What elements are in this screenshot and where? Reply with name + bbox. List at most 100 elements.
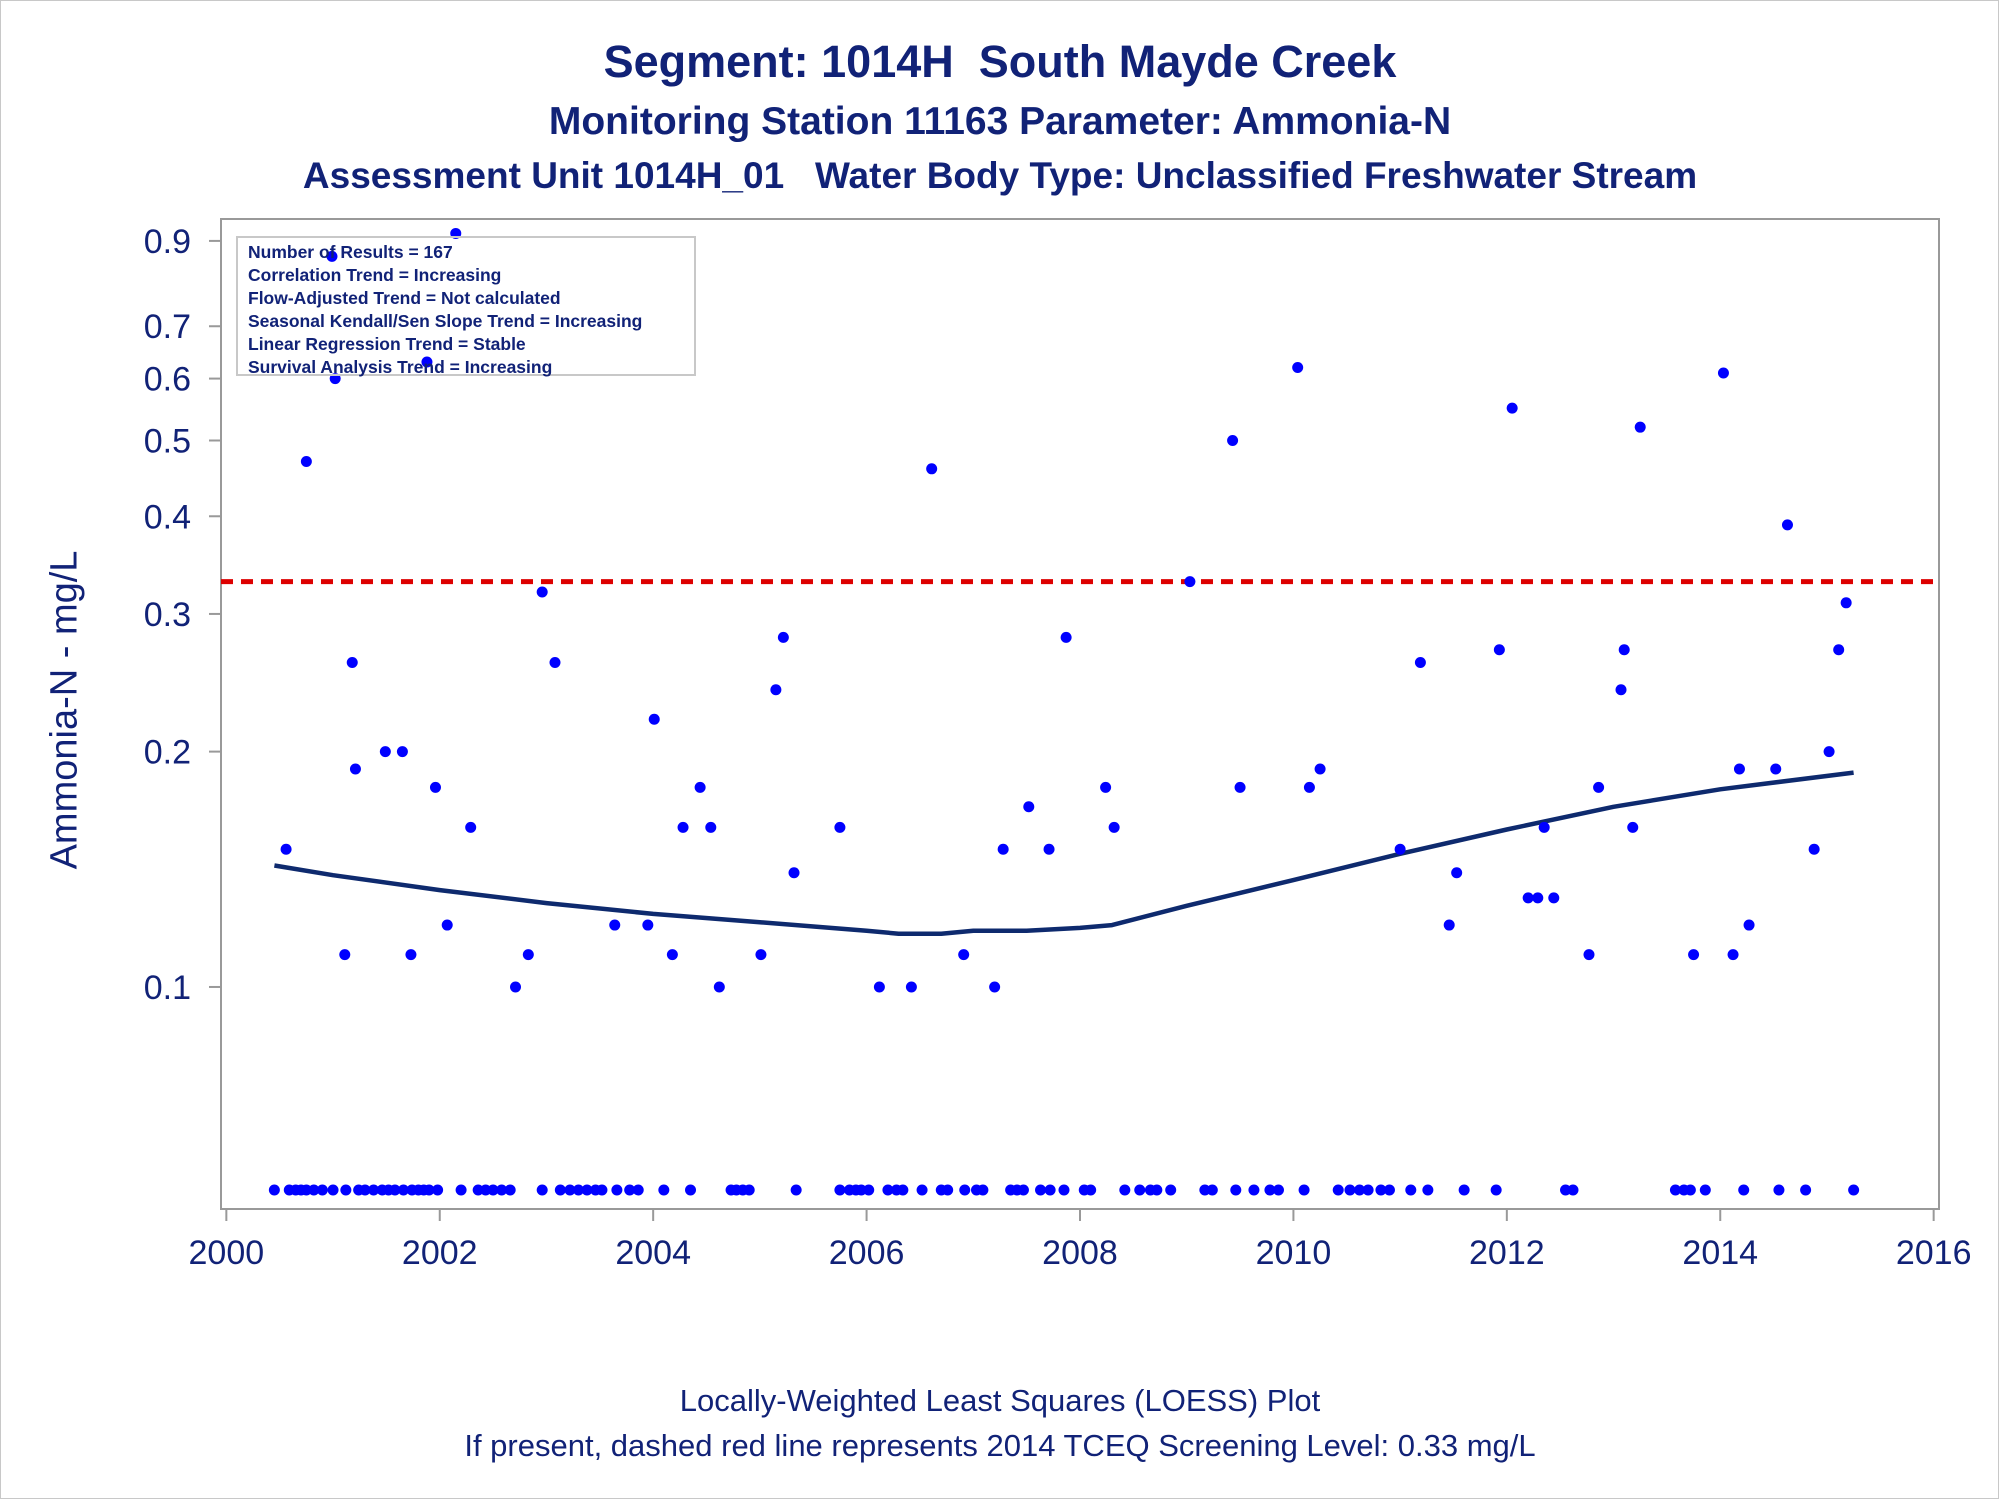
data-point bbox=[1743, 919, 1755, 931]
nondetect-point bbox=[1800, 1184, 1812, 1196]
data-point bbox=[1717, 367, 1729, 379]
data-point bbox=[536, 586, 548, 598]
data-point bbox=[1184, 576, 1196, 588]
x-tick-label: 2012 bbox=[1469, 1234, 1545, 1272]
nondetect-point bbox=[1017, 1184, 1029, 1196]
footnote-screening-level: If present, dashed red line represents 2… bbox=[464, 1428, 1536, 1463]
data-point bbox=[1506, 402, 1518, 414]
nondetect-point bbox=[743, 1184, 755, 1196]
data-point bbox=[755, 949, 767, 961]
data-point bbox=[1627, 821, 1639, 833]
nondetect-point bbox=[268, 1184, 280, 1196]
data-point bbox=[770, 684, 782, 696]
nondetect-point bbox=[1354, 1184, 1366, 1196]
data-point bbox=[926, 463, 938, 475]
nondetect-point bbox=[316, 1184, 328, 1196]
nondetect-point bbox=[1458, 1184, 1470, 1196]
nondetect-point bbox=[942, 1184, 954, 1196]
data-point bbox=[666, 949, 678, 961]
chart-subtitle-2: Assessment Unit 1014H_01 Water Body Type… bbox=[302, 155, 1698, 196]
nondetect-point bbox=[1134, 1184, 1146, 1196]
data-point bbox=[1227, 434, 1239, 446]
data-point bbox=[713, 981, 725, 993]
nondetect-point bbox=[1085, 1184, 1097, 1196]
y-tick-label: 0.7 bbox=[144, 308, 191, 346]
data-point bbox=[1808, 843, 1820, 855]
nondetect-point bbox=[624, 1184, 636, 1196]
nondetect-point bbox=[882, 1184, 894, 1196]
loess-curve bbox=[274, 770, 1854, 936]
data-point bbox=[1615, 684, 1627, 696]
nondetect-point bbox=[834, 1184, 846, 1196]
nondetect-point bbox=[1264, 1184, 1276, 1196]
nondetect-point bbox=[596, 1184, 608, 1196]
data-point bbox=[1060, 631, 1072, 643]
nondetect-point bbox=[359, 1184, 371, 1196]
nondetect-point bbox=[1383, 1184, 1395, 1196]
nondetect-point bbox=[790, 1184, 802, 1196]
axis-ticks: 2000 2002 2004 2006 2008 2010 2012 2014 2016 0.1 0… bbox=[144, 223, 1972, 1272]
data-point bbox=[1443, 919, 1455, 931]
y-axis-label-wrap: Ammonia-N - mg/L bbox=[20, 520, 110, 900]
y-tick-label: 0.1 bbox=[144, 969, 191, 1007]
x-tick-label: 2006 bbox=[829, 1234, 905, 1272]
data-point bbox=[777, 631, 789, 643]
nondetect-point bbox=[581, 1184, 593, 1196]
nondetect-point bbox=[564, 1184, 576, 1196]
loess-curve-layer bbox=[274, 770, 1854, 936]
data-point bbox=[1727, 949, 1739, 961]
data-point bbox=[1823, 746, 1835, 758]
nondetect-point bbox=[1684, 1184, 1696, 1196]
stat-correlation-trend: Correlation Trend = Increasing bbox=[248, 265, 502, 285]
nondetect-point bbox=[1119, 1184, 1131, 1196]
stat-flow-adjusted-trend: Flow-Adjusted Trend = Not calculated bbox=[248, 288, 561, 308]
y-axis-label: Ammonia-N - mg/L bbox=[43, 550, 86, 870]
nondetect-point bbox=[1344, 1184, 1356, 1196]
nondetect-point bbox=[308, 1184, 320, 1196]
nondetect-point bbox=[1773, 1184, 1785, 1196]
nondetect-point bbox=[496, 1184, 508, 1196]
nondetect-point bbox=[397, 1184, 409, 1196]
data-point bbox=[694, 781, 706, 793]
data-point bbox=[421, 356, 433, 368]
y-tick-label: 0.5 bbox=[144, 422, 191, 460]
data-point bbox=[1234, 781, 1246, 793]
y-tick-label: 0.2 bbox=[144, 734, 191, 772]
nondetect-point bbox=[1567, 1184, 1579, 1196]
nondetect-point bbox=[340, 1184, 352, 1196]
data-point bbox=[1451, 867, 1463, 879]
data-point bbox=[705, 821, 717, 833]
data-point bbox=[280, 843, 292, 855]
nondetect-point bbox=[536, 1184, 548, 1196]
nondetect-point bbox=[632, 1184, 644, 1196]
data-point bbox=[1023, 801, 1035, 813]
nondetect-point bbox=[658, 1184, 670, 1196]
data-point bbox=[905, 981, 917, 993]
data-point bbox=[989, 981, 1001, 993]
nondetect-point bbox=[977, 1184, 989, 1196]
data-point bbox=[465, 821, 477, 833]
nondetect-point bbox=[368, 1184, 380, 1196]
nondetect-point bbox=[1248, 1184, 1260, 1196]
nondetect-point bbox=[554, 1184, 566, 1196]
chart-subtitle: Monitoring Station 11163 Parameter: Ammo… bbox=[548, 100, 1452, 143]
footnote-loess: Locally-Weighted Least Squares (LOESS) P… bbox=[679, 1383, 1321, 1418]
data-point bbox=[300, 456, 312, 468]
nondetect-point bbox=[1151, 1184, 1163, 1196]
nondetect-point bbox=[389, 1184, 401, 1196]
data-point bbox=[958, 949, 970, 961]
data-point bbox=[1314, 763, 1326, 775]
nondetect-point bbox=[1332, 1184, 1344, 1196]
nondetect-point bbox=[863, 1184, 875, 1196]
data-point bbox=[609, 919, 621, 931]
x-tick-label: 2010 bbox=[1256, 1234, 1332, 1272]
stat-number-of-results: Number of Results = 167 bbox=[248, 242, 453, 262]
data-point bbox=[1618, 644, 1630, 656]
nondetect-point bbox=[1362, 1184, 1374, 1196]
y-tick-label: 0.3 bbox=[144, 596, 191, 634]
data-point bbox=[1770, 763, 1782, 775]
y-tick-label: 0.6 bbox=[144, 361, 191, 399]
data-point bbox=[1532, 892, 1544, 904]
stat-seasonal-kendall-trend: Seasonal Kendall/Sen Slope Trend = Incre… bbox=[248, 311, 643, 331]
